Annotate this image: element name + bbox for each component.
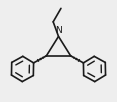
Text: N: N bbox=[55, 26, 62, 35]
